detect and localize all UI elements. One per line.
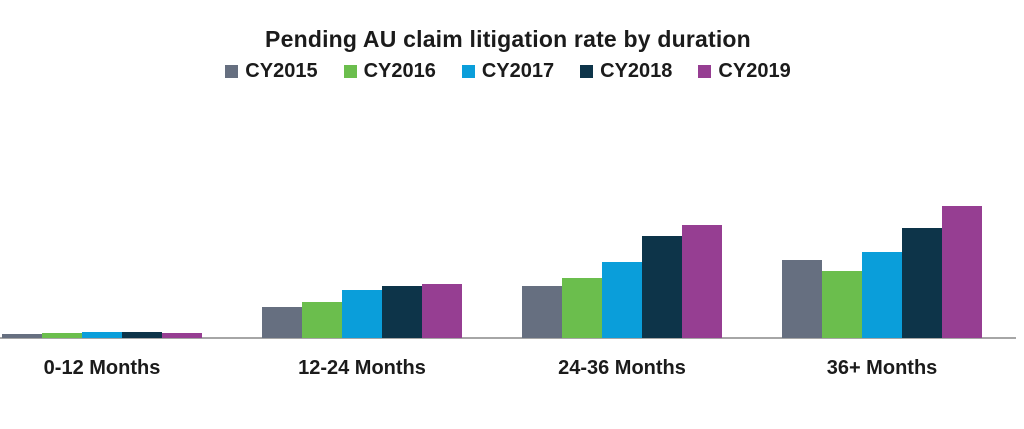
bar-cy2019-24-36-months bbox=[682, 225, 722, 338]
x-axis-label-0-12-months: 0-12 Months bbox=[43, 357, 161, 379]
bar-cy2015-36-months bbox=[782, 260, 822, 338]
legend-swatch-cy2018 bbox=[580, 65, 594, 78]
legend-label-cy2017: CY2017 bbox=[481, 60, 555, 82]
x-axis-line bbox=[0, 337, 1016, 339]
bar-cy2016-0-12-months bbox=[42, 333, 82, 338]
chart-title: Pending AU claim litigation rate by dura… bbox=[265, 26, 751, 52]
legend-label-cy2016: CY2016 bbox=[363, 60, 436, 82]
bar-cy2016-36-months bbox=[822, 271, 862, 338]
legend-swatch-cy2015 bbox=[225, 65, 239, 78]
legend-label-cy2019: CY2019 bbox=[718, 60, 791, 82]
legend-label-cy2015: CY2015 bbox=[245, 60, 318, 82]
bar-cy2016-24-36-months bbox=[562, 278, 602, 338]
bar-cy2017-12-24-months bbox=[342, 290, 382, 338]
bar-cy2018-0-12-months bbox=[122, 332, 162, 338]
bar-cy2019-12-24-months bbox=[422, 284, 462, 338]
x-axis-label-36-months: 36+ Months bbox=[826, 357, 938, 379]
legend-item-cy2018: CY2018 bbox=[580, 60, 672, 83]
bar-cy2018-36-months bbox=[902, 228, 942, 338]
bar-cy2017-0-12-months bbox=[82, 332, 122, 338]
bar-cy2019-0-12-months bbox=[162, 333, 202, 338]
x-axis-label-12-24-months: 12-24 Months bbox=[298, 357, 426, 379]
bar-cy2017-24-36-months bbox=[602, 262, 642, 338]
bar-cy2018-12-24-months bbox=[382, 286, 422, 338]
legend-item-cy2016: CY2016 bbox=[343, 60, 436, 83]
plot-area bbox=[0, 206, 1016, 339]
legend-swatch-cy2019 bbox=[698, 65, 712, 78]
bar-cy2015-12-24-months bbox=[262, 307, 302, 338]
legend-label-cy2018: CY2018 bbox=[600, 60, 673, 82]
bar-cy2016-12-24-months bbox=[302, 302, 342, 338]
legend-item-cy2019: CY2019 bbox=[698, 60, 791, 83]
x-axis-label-24-36-months: 24-36 Months bbox=[558, 357, 686, 379]
bar-cy2017-36-months bbox=[862, 252, 902, 338]
bar-cy2015-0-12-months bbox=[2, 334, 42, 338]
bar-cy2019-36-months bbox=[942, 206, 982, 338]
legend-swatch-cy2017 bbox=[461, 65, 475, 78]
legend-item-cy2015: CY2015 bbox=[225, 60, 318, 83]
bar-cy2018-24-36-months bbox=[642, 236, 682, 338]
legend-item-cy2017: CY2017 bbox=[461, 60, 555, 83]
legend-swatch-cy2016 bbox=[343, 65, 357, 78]
bar-cy2015-24-36-months bbox=[522, 286, 562, 338]
chart-legend: CY2015 CY2016 CY2017 CY2018 CY2019 bbox=[0, 60, 1016, 83]
